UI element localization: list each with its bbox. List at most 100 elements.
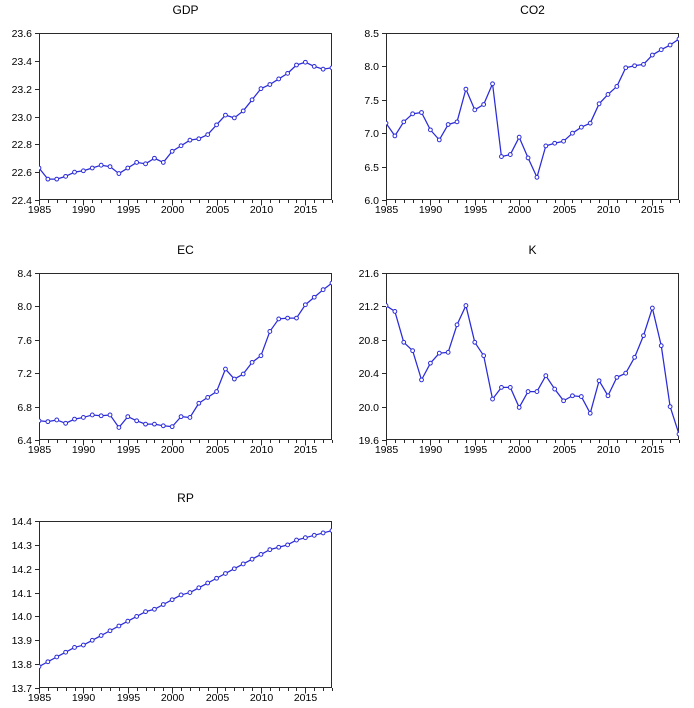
data-point-marker bbox=[116, 171, 122, 176]
data-point-marker bbox=[499, 384, 504, 390]
data-point-marker bbox=[116, 623, 122, 629]
data-point-marker bbox=[98, 633, 104, 638]
data-point-marker bbox=[481, 353, 487, 359]
data-point-marker bbox=[39, 165, 42, 171]
data-point-marker bbox=[223, 366, 228, 372]
data-point-marker bbox=[240, 108, 246, 114]
data-point-marker bbox=[80, 415, 86, 420]
axis-frame bbox=[382, 33, 680, 206]
data-point-marker bbox=[89, 165, 95, 171]
y-tick-label: 7.6 bbox=[17, 335, 32, 347]
data-point-marker bbox=[214, 575, 219, 581]
y-tick-label: 6.4 bbox=[17, 435, 32, 447]
series-line bbox=[39, 529, 332, 668]
data-point-marker bbox=[445, 122, 451, 127]
x-tick-label: 1985 bbox=[375, 444, 399, 456]
data-point-marker bbox=[196, 585, 202, 591]
data-point-marker bbox=[587, 120, 593, 126]
data-point-marker bbox=[72, 645, 77, 650]
data-point-marker bbox=[392, 309, 398, 314]
data-point-marker bbox=[605, 92, 611, 97]
data-point-marker bbox=[214, 122, 219, 128]
chart-title-gdp: GDP bbox=[172, 3, 199, 17]
data-point-marker bbox=[178, 143, 184, 149]
data-point-marker bbox=[276, 316, 282, 322]
axis-labels: 19.6 20.0 20.4 20.8 21.2 21.6 1985 1990 1995 2000… bbox=[359, 268, 665, 456]
data-point-marker bbox=[231, 566, 237, 572]
data-point-marker bbox=[63, 173, 69, 179]
data-point-marker bbox=[160, 602, 166, 607]
x-tick-label: 2005 bbox=[206, 204, 230, 216]
data-point-marker bbox=[187, 590, 193, 595]
y-tick-label: 22.6 bbox=[12, 167, 33, 179]
gdp-line-chart: 22.4 22.6 22.8 23.0 23.2 23.4 23.6 1985 1990 1995… bbox=[12, 28, 333, 216]
x-tick-label: 1985 bbox=[28, 444, 52, 456]
gdp-series bbox=[39, 59, 332, 182]
x-tick-label: 2000 bbox=[508, 444, 532, 456]
data-point-marker bbox=[570, 393, 575, 399]
data-point-marker bbox=[658, 47, 664, 53]
x-tick-label: 1985 bbox=[28, 204, 52, 216]
data-point-marker bbox=[169, 424, 175, 430]
x-tick-label: 1990 bbox=[72, 204, 96, 216]
x-tick-label: 2005 bbox=[206, 444, 230, 456]
data-point-marker bbox=[80, 168, 86, 174]
data-point-marker bbox=[507, 152, 513, 157]
data-point-marker bbox=[614, 374, 620, 380]
x-tick-label: 2015 bbox=[641, 204, 665, 216]
data-point-marker bbox=[427, 360, 433, 366]
data-point-marker bbox=[490, 396, 495, 402]
ec-series bbox=[39, 280, 332, 430]
x-tick-label: 2015 bbox=[294, 444, 318, 456]
data-point-marker bbox=[54, 417, 60, 423]
chart-title-k: K bbox=[528, 243, 537, 257]
data-point-marker bbox=[107, 412, 113, 418]
data-point-marker bbox=[125, 414, 131, 420]
data-point-marker bbox=[267, 329, 273, 334]
axis-frame bbox=[35, 521, 333, 694]
data-point-marker bbox=[143, 161, 148, 167]
data-point-marker bbox=[187, 415, 193, 420]
data-point-marker bbox=[39, 664, 42, 669]
data-point-marker bbox=[63, 420, 69, 426]
data-point-marker bbox=[329, 65, 332, 71]
x-tick-label: 1985 bbox=[28, 692, 52, 704]
data-point-marker bbox=[72, 416, 77, 422]
x-tick-label: 2010 bbox=[597, 204, 621, 216]
k-series bbox=[386, 303, 679, 437]
x-tick-label: 2005 bbox=[553, 204, 577, 216]
x-tick-label: 1985 bbox=[375, 204, 399, 216]
data-point-marker bbox=[249, 359, 255, 365]
axis-frame bbox=[35, 33, 333, 206]
data-point-marker bbox=[410, 348, 416, 354]
co2-line-chart: 6.0 6.5 7.0 7.5 8.0 8.5 1985 1990 1995 2000 2005 20… bbox=[364, 28, 680, 216]
data-point-marker bbox=[632, 354, 638, 360]
data-point-marker bbox=[134, 160, 140, 165]
y-tick-label: 14.2 bbox=[12, 564, 33, 576]
y-tick-label: 6.8 bbox=[17, 402, 32, 414]
y-tick-label: 14.0 bbox=[12, 611, 33, 623]
x-tick-label: 2015 bbox=[294, 692, 318, 704]
y-tick-label: 23.6 bbox=[12, 28, 33, 40]
data-point-marker bbox=[552, 386, 558, 392]
data-point-marker bbox=[667, 404, 673, 410]
data-point-marker bbox=[552, 140, 558, 146]
y-tick-label: 13.8 bbox=[12, 659, 33, 671]
data-point-marker bbox=[143, 421, 148, 427]
data-point-marker bbox=[72, 169, 77, 175]
data-point-marker bbox=[649, 52, 655, 58]
co2-series bbox=[386, 36, 679, 180]
y-tick-label: 8.0 bbox=[364, 61, 379, 73]
data-point-marker bbox=[311, 64, 317, 69]
data-point-marker bbox=[45, 659, 51, 665]
data-point-marker bbox=[63, 649, 69, 655]
y-tick-label: 6.5 bbox=[364, 162, 379, 174]
data-point-marker bbox=[463, 86, 469, 92]
data-point-marker bbox=[516, 405, 522, 410]
data-point-marker bbox=[249, 556, 255, 562]
y-tick-label: 20.4 bbox=[359, 368, 380, 380]
axis-labels: 13.7 13.8 13.9 14.0 14.1 14.2 14.3 14.4 1985 1990… bbox=[12, 516, 318, 704]
data-point-marker bbox=[605, 393, 611, 399]
data-point-marker bbox=[231, 115, 237, 121]
